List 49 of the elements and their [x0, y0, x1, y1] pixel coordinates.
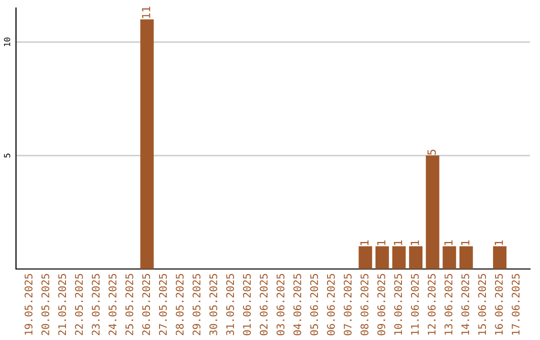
- x-tick-label: 22.05.2025: [75, 274, 83, 336]
- x-tick-label: 17.06.2025: [512, 274, 520, 335]
- x-tick-label: 29.05.2025: [192, 274, 200, 336]
- bar: [140, 19, 154, 269]
- bar: [358, 246, 372, 269]
- x-tick-label: 24.05.2025: [108, 274, 116, 336]
- data-label: 1: [494, 240, 503, 245]
- x-tick-label: 07.06.2025: [344, 274, 352, 336]
- data-label: 11: [142, 6, 150, 18]
- x-tick-label: 20.05.2025: [41, 274, 50, 336]
- x-tick-label: 09.06.2025: [377, 274, 386, 336]
- x-tick-label: 08.06.2025: [360, 274, 368, 336]
- bar: [459, 246, 473, 269]
- bar: [375, 246, 389, 269]
- x-tick-label: 06.06.2025: [326, 274, 335, 336]
- data-label: 1: [461, 240, 470, 245]
- data-label: 5: [428, 150, 436, 155]
- x-tick-label: 12.06.2025: [428, 274, 436, 335]
- bar: [409, 246, 422, 269]
- x-tick-label: 31.05.2025: [226, 274, 234, 336]
- data-label: 1: [377, 240, 386, 245]
- x-tick-label: 16.06.2025: [494, 274, 503, 335]
- x-tick-label: 27.05.2025: [158, 274, 167, 336]
- x-tick-label: 03.06.2025: [276, 274, 284, 336]
- bar: [426, 156, 440, 269]
- x-tick-label: 13.06.2025: [444, 274, 452, 335]
- bar: [392, 246, 406, 269]
- bar: [493, 246, 506, 269]
- data-label: 1: [394, 240, 402, 245]
- x-tick-label: 30.05.2025: [209, 274, 218, 336]
- bar: [442, 246, 456, 269]
- x-tick-label: 04.06.2025: [293, 274, 302, 336]
- x-tick-label: 01.06.2025: [242, 274, 251, 336]
- x-tick-label: 21.05.2025: [58, 274, 66, 336]
- x-tick-label: 02.06.2025: [260, 274, 268, 336]
- x-tick-label: 19.05.2025: [24, 274, 32, 335]
- data-label: 1: [360, 240, 368, 245]
- data-label: 1: [444, 240, 452, 245]
- x-tick-label: 15.06.2025: [478, 274, 486, 335]
- x-tick-label: 23.05.2025: [92, 274, 100, 336]
- x-tick-label: 26.05.2025: [142, 274, 150, 336]
- x-tick-label: 11.06.2025: [410, 274, 419, 335]
- x-tick-label: 05.06.2025: [310, 274, 318, 336]
- y-tick-label: 10: [4, 38, 10, 46]
- data-label: 1: [410, 240, 419, 245]
- x-tick-label: 28.05.2025: [176, 274, 184, 336]
- x-tick-label: 10.06.2025: [394, 274, 402, 335]
- x-tick-label: 25.05.2025: [125, 274, 134, 336]
- x-tick-label: 14.06.2025: [461, 274, 470, 335]
